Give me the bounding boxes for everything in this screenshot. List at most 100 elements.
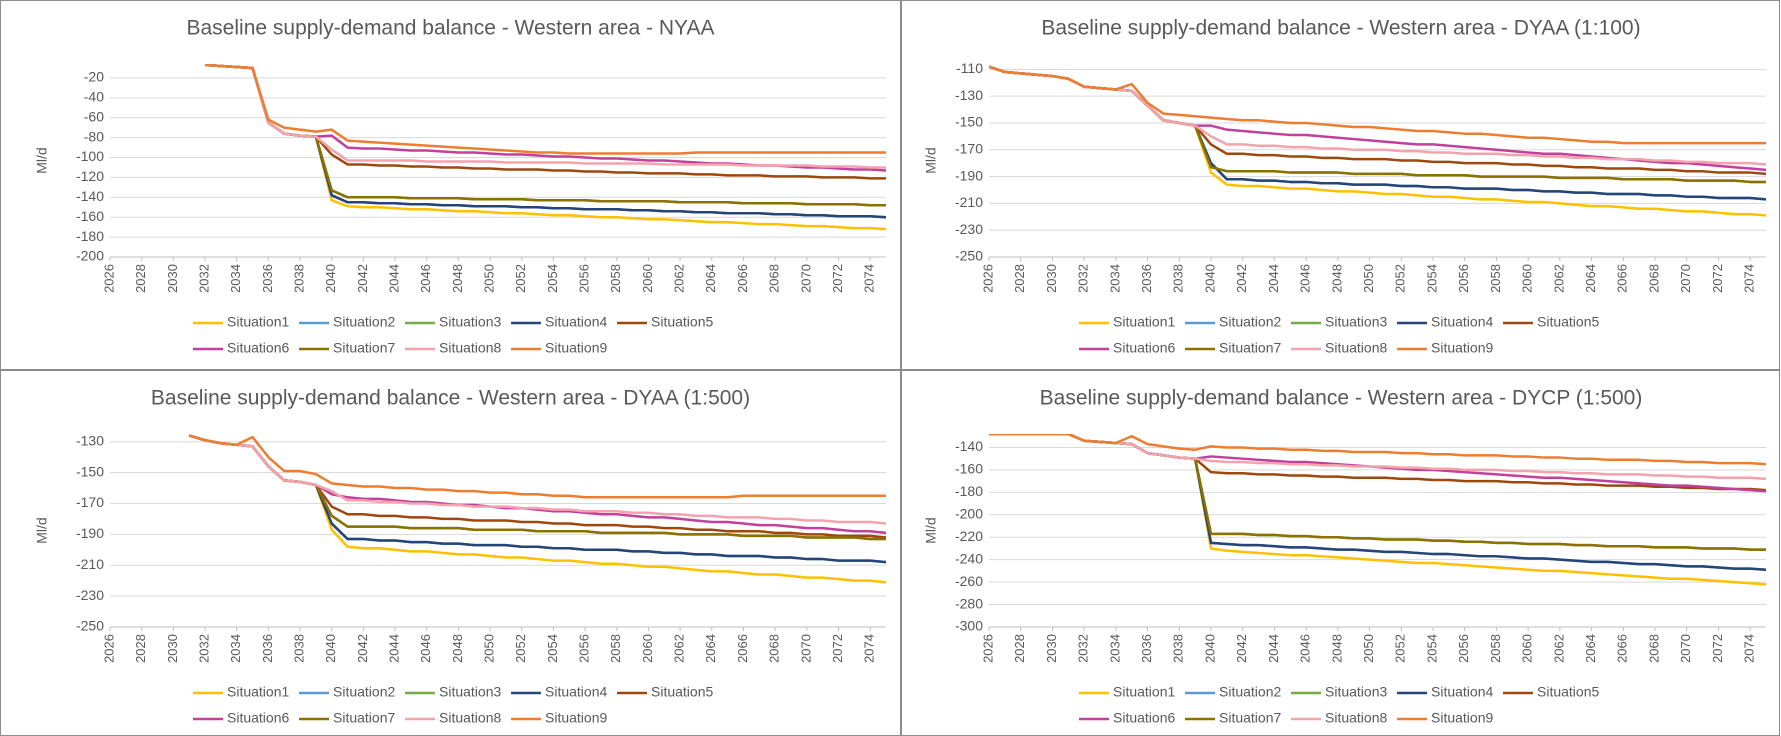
x-tick-label: 2062: [672, 634, 687, 663]
y-tick-label: -150: [955, 114, 983, 130]
x-tick-label: 2066: [1615, 634, 1630, 663]
x-tick-label: 2034: [1107, 634, 1122, 663]
x-tick-label: 2064: [703, 264, 718, 293]
y-tick-label: -250: [76, 618, 104, 634]
y-tick-label: -190: [955, 167, 983, 183]
x-tick-label: 2030: [165, 634, 180, 663]
series-line: [989, 65, 1766, 145]
x-tick-label: 2070: [798, 634, 813, 663]
x-tick-label: 2042: [1234, 264, 1249, 293]
x-tick-label: 2034: [228, 264, 243, 293]
series-line: [989, 434, 1766, 586]
legend-label: Situation7: [333, 710, 395, 726]
legend-label: Situation1: [227, 314, 289, 330]
series-line: [204, 64, 886, 219]
y-tick-label: -150: [76, 463, 104, 479]
y-tick-label: -200: [955, 505, 983, 521]
legend-label: Situation1: [1113, 314, 1175, 330]
x-tick-label: 2056: [577, 634, 592, 663]
y-tick-label: -230: [955, 221, 983, 237]
x-tick-label: 2064: [1583, 264, 1598, 293]
y-tick-label: -280: [955, 595, 983, 611]
series-line: [989, 65, 1766, 172]
x-tick-label: 2048: [450, 634, 465, 663]
x-tick-label: 2038: [1171, 264, 1186, 293]
x-tick-label: 2036: [1139, 264, 1154, 293]
y-tick-label: -250: [955, 248, 983, 264]
legend-label: Situation6: [1113, 340, 1175, 356]
series-line: [204, 64, 886, 207]
x-tick-label: 2052: [513, 634, 528, 663]
x-tick-label: 2072: [830, 634, 845, 663]
chart-title: Baseline supply-demand balance - Western…: [1041, 17, 1640, 40]
y-tick-label: -130: [955, 87, 983, 103]
series-line: [204, 64, 886, 169]
x-tick-label: 2068: [1646, 634, 1661, 663]
x-tick-label: 2072: [1710, 634, 1725, 663]
x-tick-label: 2046: [418, 634, 433, 663]
x-tick-label: 2070: [798, 264, 813, 293]
y-tick-label: -60: [84, 108, 104, 124]
x-tick-label: 2042: [355, 634, 370, 663]
y-axis-label: Ml/d: [923, 517, 939, 543]
x-tick-label: 2054: [545, 634, 560, 663]
x-tick-label: 2030: [1044, 634, 1059, 663]
legend-label: Situation6: [227, 710, 289, 726]
x-tick-label: 2052: [1393, 264, 1408, 293]
legend-label: Situation7: [1219, 710, 1281, 726]
legend-label: Situation6: [1113, 710, 1175, 726]
legend-label: Situation2: [333, 684, 395, 700]
x-tick-label: 2064: [1583, 634, 1598, 663]
series-line: [989, 65, 1766, 184]
legend-label: Situation8: [439, 710, 501, 726]
legend-label: Situation8: [1325, 710, 1387, 726]
x-tick-label: 2032: [1076, 634, 1091, 663]
legend-label: Situation1: [1113, 684, 1175, 700]
x-tick-label: 2050: [482, 634, 497, 663]
x-tick-label: 2056: [1456, 634, 1471, 663]
x-tick-label: 2060: [1520, 264, 1535, 293]
x-tick-label: 2050: [1361, 264, 1376, 293]
legend-label: Situation2: [333, 314, 395, 330]
y-tick-label: -20: [84, 69, 104, 85]
y-tick-label: -170: [76, 494, 104, 510]
chart-title: Baseline supply-demand balance - Western…: [151, 387, 750, 410]
y-tick-label: -190: [76, 525, 104, 541]
x-tick-label: 2030: [165, 264, 180, 293]
y-tick-label: -200: [76, 248, 104, 264]
x-tick-label: 2052: [513, 264, 528, 293]
x-tick-label: 2048: [1329, 634, 1344, 663]
x-tick-label: 2066: [1615, 264, 1630, 293]
series-line: [188, 434, 886, 564]
legend-label: Situation4: [545, 314, 607, 330]
y-tick-label: -180: [76, 228, 104, 244]
x-tick-label: 2028: [133, 264, 148, 293]
legend-label: Situation4: [545, 684, 607, 700]
x-tick-label: 2044: [1266, 634, 1281, 663]
legend-label: Situation7: [1219, 340, 1281, 356]
x-tick-label: 2060: [1520, 634, 1535, 663]
x-tick-label: 2070: [1678, 264, 1693, 293]
x-tick-label: 2074: [1742, 634, 1757, 663]
x-tick-label: 2044: [386, 634, 401, 663]
y-tick-label: -160: [76, 208, 104, 224]
x-tick-label: 2058: [1488, 634, 1503, 663]
y-tick-label: -180: [955, 483, 983, 499]
legend-label: Situation6: [227, 340, 289, 356]
y-tick-label: -260: [955, 573, 983, 589]
x-tick-label: 2042: [355, 264, 370, 293]
legend-label: Situation3: [1325, 684, 1387, 700]
x-tick-label: 2050: [482, 264, 497, 293]
x-tick-label: 2074: [1742, 264, 1757, 293]
x-tick-label: 2062: [672, 264, 687, 293]
series-line: [188, 434, 886, 541]
x-tick-label: 2032: [1076, 264, 1091, 293]
x-tick-label: 2066: [735, 634, 750, 663]
x-tick-label: 2044: [1266, 264, 1281, 293]
x-tick-label: 2072: [1710, 264, 1725, 293]
x-tick-label: 2060: [640, 634, 655, 663]
x-tick-label: 2056: [577, 264, 592, 293]
x-tick-label: 2046: [1298, 634, 1313, 663]
x-tick-label: 2066: [735, 264, 750, 293]
